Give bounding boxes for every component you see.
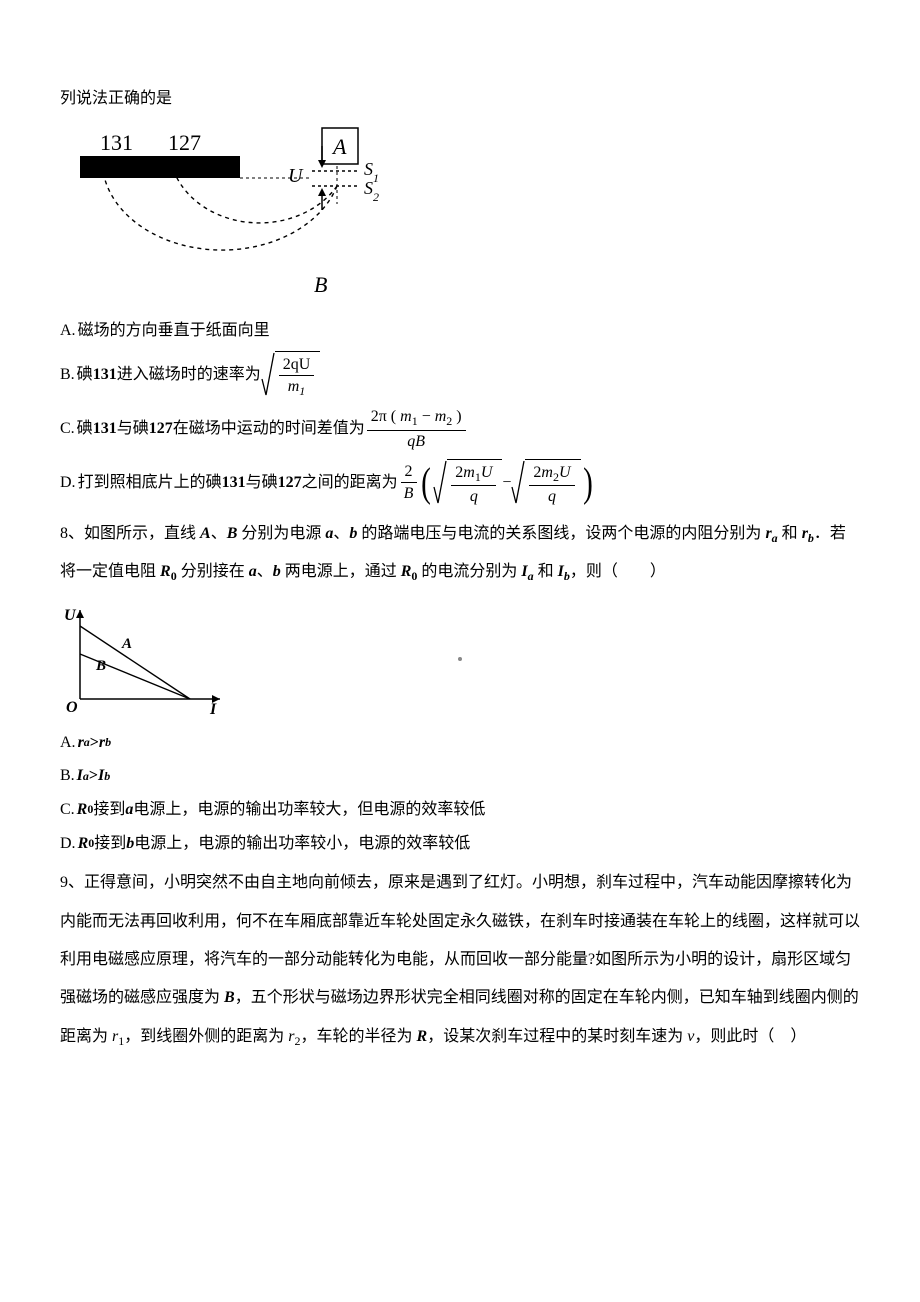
q7-optC-num: 2π ( m1 − m2 ) [367,407,466,431]
q7-optA-prefix: A. [60,318,76,344]
paren-left-icon: ( [421,464,431,501]
arc-131 [104,176,337,250]
label-B: B [314,272,327,297]
q8-stem: 8、如图所示，直线 A、B 分别为电源 a、b 的路端电压与电流的关系图线，设两… [60,515,860,592]
arc-127 [176,176,337,223]
label-131: 131 [100,130,133,155]
paren-right-icon: ) [583,464,593,501]
q8-U-label: U [64,607,77,624]
q7-optA-text: 磁场的方向垂直于纸面向里 [78,318,270,344]
q7-optC-den: qB [403,431,429,451]
q7-optC-127: 127 [149,416,173,442]
q7-optC-text3: 在磁场中运动的时间差值为 [173,416,365,442]
q8-option-a: A. ra > rb [60,730,860,756]
q8-option-d: D. R0 接到 b 电源上，电源的输出功率较小，电源的效率较低 [60,831,860,857]
q8-I-label: I [209,701,217,714]
q7-optD-127: 127 [278,470,302,496]
q8-graph: U O I A B [60,604,860,714]
q7-optB-sqrt: 2qU m1 [261,351,321,399]
q7-optB-text2: 进入磁场时的速率为 [117,362,261,388]
q7-optC-prefix: C. [60,416,75,442]
q7-option-b: B. 碘 131 进入磁场时的速率为 2qU m1 [60,351,860,399]
q7-optD-prefix: D. [60,470,76,496]
photo-plate [80,156,240,178]
radical-icon [511,459,525,507]
center-dot-icon [458,657,462,661]
q7-option-c: C. 碘 131 与碘 127 在磁场中运动的时间差值为 2π ( m1 − m… [60,407,860,451]
q7-optD-text3: 之间的距离为 [302,470,398,496]
q8-option-b: B. Ia > Ib [60,763,860,789]
q9-stem: 9、正得意间，小明突然不由自主地向前倾去，原来是遇到了红灯。小明想，刹车过程中，… [60,864,860,1056]
q7-optB-131: 131 [93,362,117,388]
q7-optB-frac: 2qU m1 [279,355,315,399]
q7-optB-prefix: B. [60,362,75,388]
intro-text: 列说法正确的是 [60,86,860,112]
q7-optB-text1: 碘 [77,362,93,388]
mass-spec-diagram: 131 127 A U S1 S2 B [60,122,860,302]
q8-graph-svg: U O I A B [60,604,230,714]
q7-optD-sqrt2: 2m2U q [511,459,580,507]
q8-O-label: O [66,699,78,714]
q8-A-label: A [121,636,132,652]
q7-optC-text1: 碘 [77,416,93,442]
y-arrow-icon [76,610,84,618]
radical-icon [433,459,447,507]
label-127: 127 [168,130,201,155]
mass-spec-svg: 131 127 A U S1 S2 B [60,122,380,302]
q7-optB-radicand: 2qU m1 [275,351,321,399]
q7-optC-text2: 与碘 [117,416,149,442]
q8-option-c: C. R0 接到 a 电源上，电源的输出功率较大，但电源的效率较低 [60,797,860,823]
q7-optD-text2: 与碘 [246,470,278,496]
q7-option-a: A. 磁场的方向垂直于纸面向里 [60,318,860,344]
q7-optD-text1: 打到照相底片上的碘 [78,470,222,496]
q7-optC-frac: 2π ( m1 − m2 ) qB [367,407,466,451]
q8-B-label: B [95,658,106,674]
radical-icon [261,351,275,399]
label-U: U [288,165,304,187]
q7-optD-paren: ( 2m1U q − [419,459,594,507]
q7-option-d: D. 打到照相底片上的碘 131 与碘 127 之间的距离为 2 B ( 2m1… [60,459,860,507]
q7-optD-sqrt1: 2m1U q [433,459,502,507]
q7-optD-131: 131 [222,470,246,496]
arrow-up-head [318,188,326,196]
q7-optD-2B: 2 B [400,462,418,503]
q7-optC-131: 131 [93,416,117,442]
q7-optB-den: m1 [284,376,310,399]
q7-optB-num: 2qU [279,355,315,376]
label-A: A [331,134,347,159]
